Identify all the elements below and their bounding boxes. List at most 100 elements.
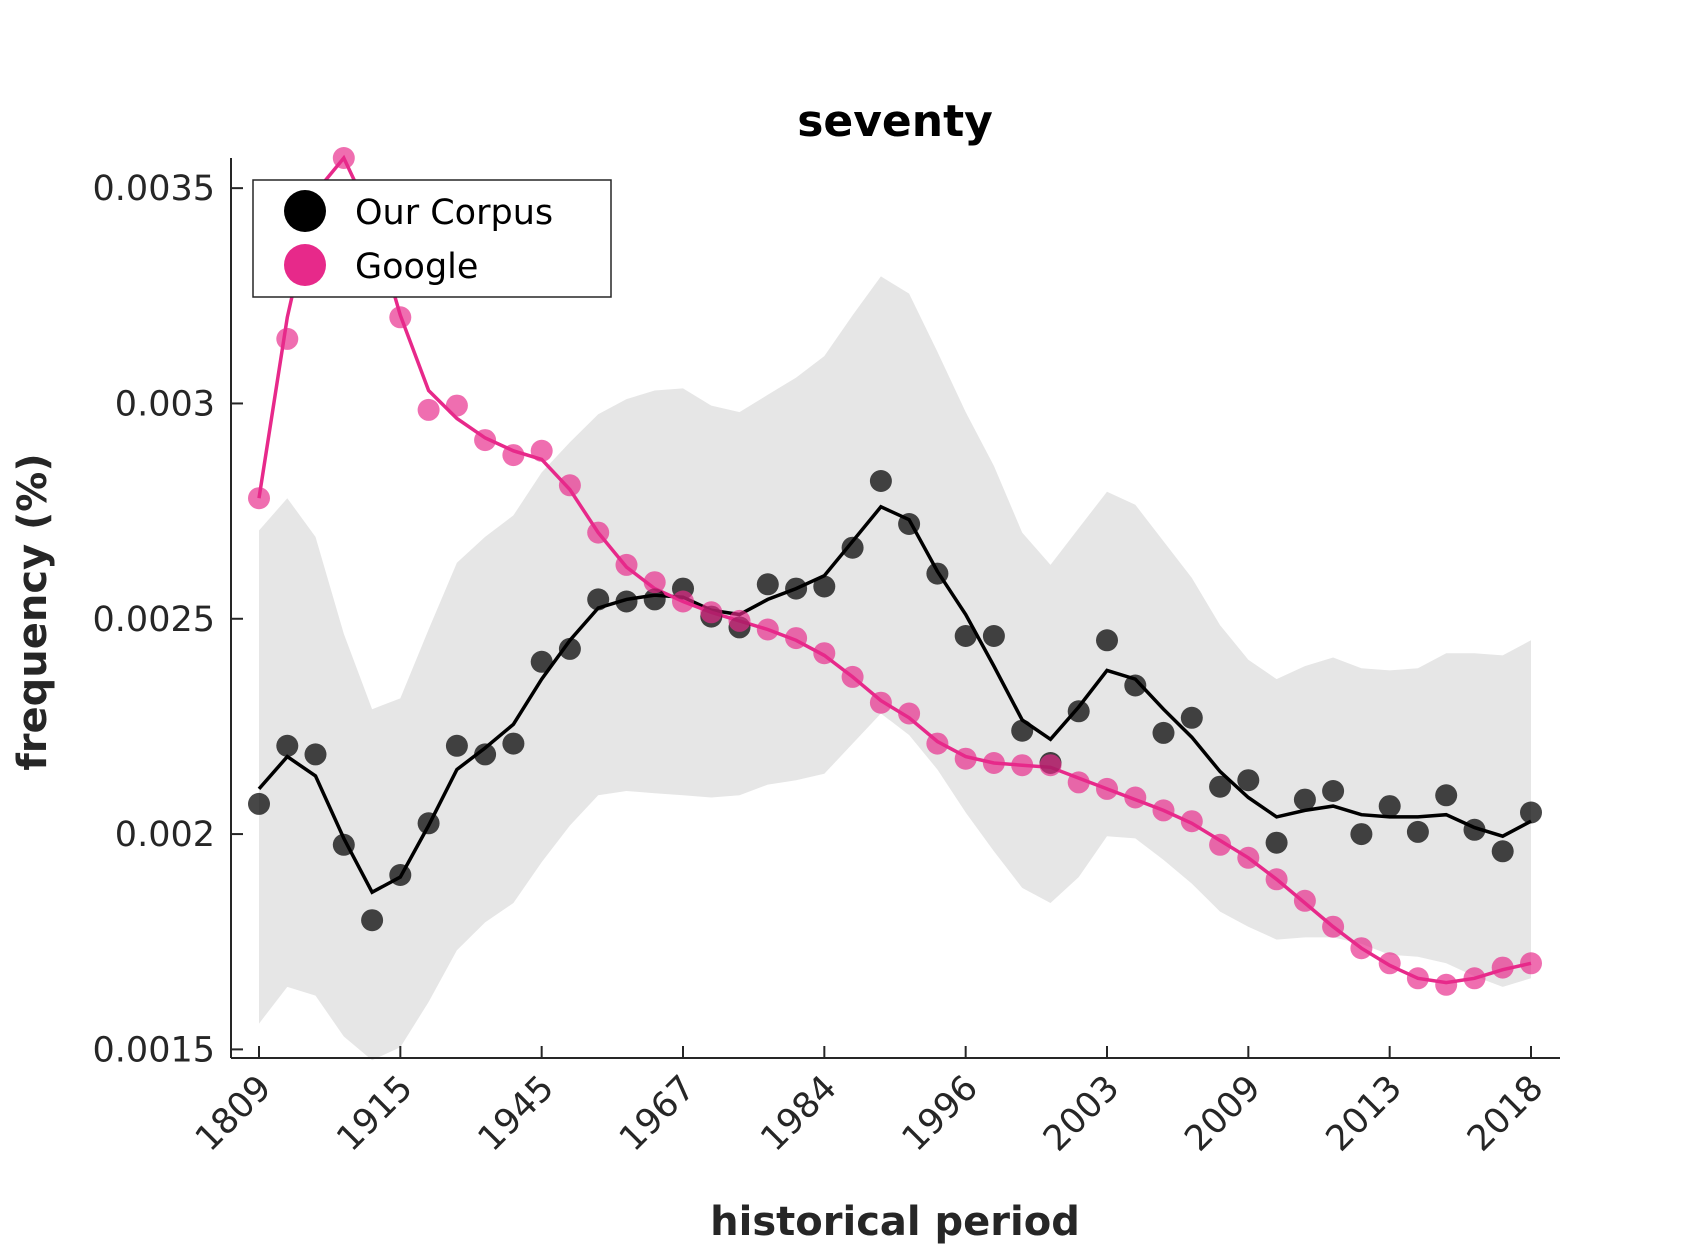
legend-marker-google [284, 244, 326, 286]
chart-title: seventy [797, 96, 993, 147]
google-point [982, 752, 1005, 774]
corpus-point [954, 625, 977, 647]
google-point [1435, 973, 1458, 996]
google-point [530, 439, 553, 462]
corpus-point [276, 734, 299, 757]
google-point [276, 327, 299, 350]
corpus-point [474, 743, 497, 766]
google-point [643, 571, 666, 594]
legend-label-google: Google [355, 247, 478, 287]
google-point [1350, 937, 1373, 960]
google-point [785, 627, 808, 650]
corpus-point [417, 812, 440, 835]
plot-area [248, 147, 1542, 1061]
google-point [700, 601, 723, 624]
corpus-point [1463, 818, 1486, 841]
x-ticks: 1809 1915 1945 1967 1984 1996 2003 2009 2013 2018 [188, 1046, 1551, 1159]
corpus-point [248, 792, 270, 815]
google-point [1180, 810, 1203, 833]
x-tick-label: 2003 [1036, 1068, 1127, 1159]
google-point [332, 147, 355, 169]
corpus-point [1152, 721, 1175, 744]
google-point [502, 444, 525, 467]
google-point [1520, 952, 1542, 975]
google-point [841, 665, 864, 688]
google-point [1322, 915, 1345, 938]
corpus-point [1096, 629, 1118, 652]
corpus-point [898, 513, 921, 535]
google-point [813, 642, 836, 665]
google-point [445, 394, 468, 417]
corpus-point [332, 833, 355, 856]
corpus-point [1265, 831, 1288, 854]
google-point [587, 521, 610, 544]
google-point [1265, 868, 1288, 891]
y-ticks: 0.0015 0.002 0.0025 0.003 0.0035 [93, 169, 243, 1070]
x-tick-label: 1945 [471, 1068, 562, 1159]
corpus-point [502, 732, 525, 755]
corpus-point [643, 588, 666, 611]
google-point [558, 474, 581, 497]
corpus-point [1491, 840, 1514, 863]
corpus-point [1237, 769, 1260, 792]
x-tick-label: 1984 [753, 1068, 844, 1159]
y-tick-label: 0.0025 [93, 600, 215, 640]
corpus-series-line [257, 504, 1532, 895]
google-point [756, 618, 779, 641]
x-tick-label: 1967 [612, 1068, 703, 1159]
google-point [1293, 889, 1316, 912]
y-axis-label: frequency (%) [10, 453, 56, 770]
corpus-point [756, 573, 779, 596]
google-point [248, 487, 270, 510]
corpus-point [445, 734, 468, 757]
x-tick-label: 1809 [188, 1068, 279, 1159]
corpus-points [248, 470, 1542, 932]
corpus-point [982, 625, 1005, 647]
x-tick-label: 2009 [1177, 1068, 1268, 1159]
google-point [954, 747, 977, 770]
x-tick-label: 1996 [895, 1068, 986, 1159]
google-point [1096, 777, 1118, 800]
google-point [1378, 952, 1401, 975]
legend-label-corpus: Our Corpus [355, 193, 553, 233]
google-point [898, 702, 921, 725]
corpus-point [1378, 795, 1401, 818]
corpus-point [1406, 820, 1429, 843]
x-tick-label: 2018 [1460, 1068, 1551, 1159]
corpus-point [1124, 674, 1147, 697]
google-point [615, 553, 638, 576]
google-point [926, 732, 949, 755]
google-point [1067, 771, 1090, 794]
google-point [1463, 967, 1486, 990]
google-point [869, 691, 892, 714]
x-axis-label: historical period [710, 1199, 1080, 1245]
google-point [672, 590, 694, 613]
corpus-point [841, 536, 864, 559]
corpus-point [1067, 700, 1090, 723]
y-tick-label: 0.003 [115, 384, 215, 424]
corpus-point [558, 637, 581, 660]
google-point [1152, 799, 1175, 822]
corpus-point [1293, 788, 1316, 811]
corpus-point [813, 575, 836, 598]
google-point [1406, 967, 1429, 990]
google-point [728, 609, 751, 632]
google-point [1011, 754, 1034, 777]
google-point [417, 398, 440, 421]
corpus-point [1435, 784, 1458, 807]
corpus-point [1180, 706, 1203, 729]
corpus-point [785, 577, 808, 600]
y-tick-label: 0.002 [115, 815, 215, 855]
corpus-point [926, 562, 949, 585]
corpus-point [389, 864, 412, 886]
legend: Our Corpus Google [252, 179, 612, 298]
corpus-point [1011, 719, 1034, 742]
corpus-point [1350, 823, 1373, 846]
x-tick-label: 1915 [329, 1068, 420, 1159]
legend-marker-corpus [284, 190, 326, 232]
corpus-point [587, 588, 610, 611]
y-tick-label: 0.0035 [93, 169, 215, 209]
google-point [474, 429, 497, 452]
corpus-confidence-band [259, 276, 1531, 1061]
